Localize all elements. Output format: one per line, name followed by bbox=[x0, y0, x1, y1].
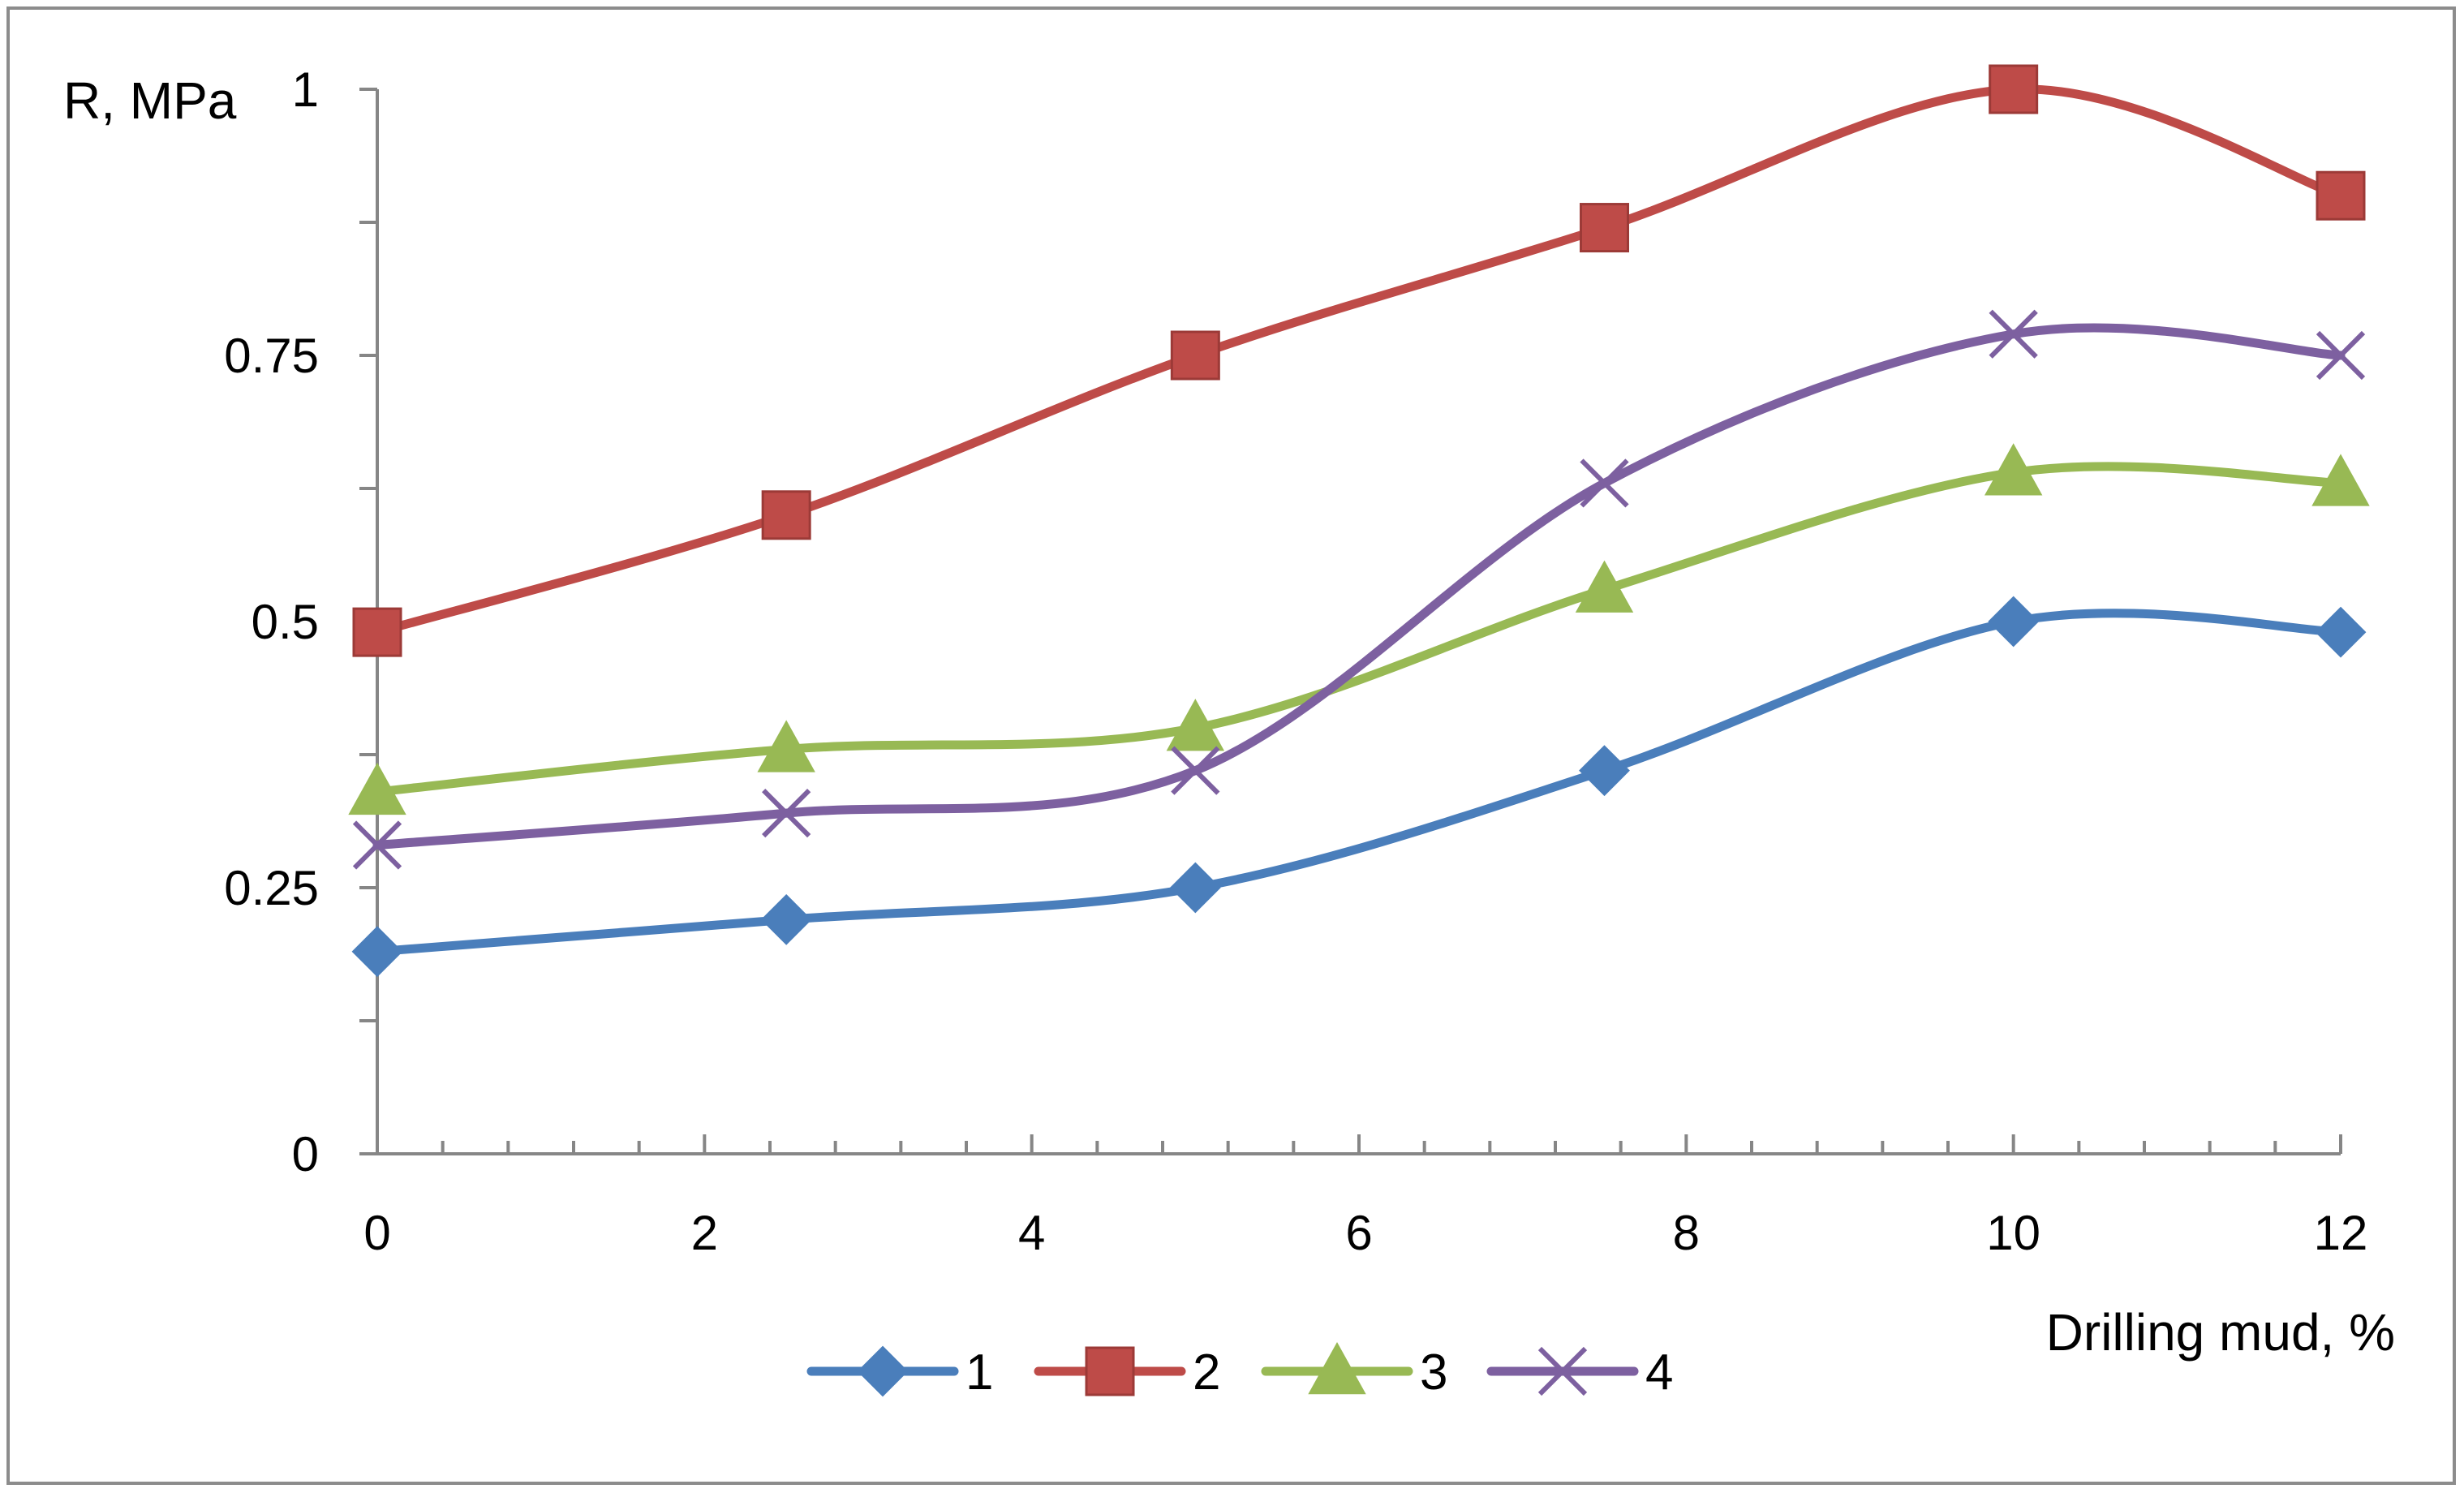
data-point bbox=[762, 789, 811, 838]
data-point bbox=[1575, 560, 1634, 613]
marker-stroke bbox=[1171, 746, 1220, 795]
data-point bbox=[2311, 454, 2370, 506]
legend-item-3: 3 bbox=[1261, 1341, 1447, 1400]
x-tick-label: 8 bbox=[1673, 1206, 1700, 1260]
legend-item-1: 1 bbox=[806, 1345, 993, 1400]
series-line bbox=[372, 609, 2346, 957]
legend-label: 4 bbox=[1645, 1345, 1673, 1400]
legend-marker bbox=[1085, 1346, 1135, 1396]
data-point bbox=[2316, 170, 2366, 221]
series-line bbox=[372, 462, 2346, 797]
marker-stroke bbox=[1580, 458, 1629, 508]
data-point bbox=[2315, 606, 2367, 658]
x-axis-title: Drilling mud, % bbox=[2046, 1303, 2395, 1362]
marker-stroke bbox=[2316, 330, 2366, 381]
legend-item-4: 4 bbox=[1486, 1345, 1673, 1400]
series-3 bbox=[348, 443, 2370, 815]
data-point bbox=[1170, 330, 1220, 381]
x-tick-label: 0 bbox=[363, 1206, 390, 1260]
series-2 bbox=[352, 64, 2366, 657]
data-point bbox=[348, 762, 406, 815]
x-tick-label: 4 bbox=[1018, 1206, 1045, 1260]
series-line bbox=[372, 84, 2346, 637]
data-point bbox=[2316, 330, 2366, 381]
marker-stroke bbox=[1989, 309, 2038, 359]
data-point bbox=[1989, 309, 2038, 359]
y-tick-label: 0.5 bbox=[252, 595, 319, 649]
legend-marker bbox=[1308, 1341, 1366, 1395]
x-tick-label: 6 bbox=[1345, 1206, 1372, 1260]
data-point bbox=[352, 820, 402, 870]
data-point bbox=[760, 893, 812, 945]
x-tick-label: 12 bbox=[2314, 1206, 2368, 1260]
x-tick-label: 2 bbox=[691, 1206, 718, 1260]
series-4 bbox=[352, 309, 2366, 870]
data-point bbox=[1580, 203, 1629, 253]
legend: 1 2 3 4 bbox=[806, 1341, 1673, 1400]
data-point bbox=[1984, 443, 2043, 496]
y-tick-label: 0 bbox=[292, 1127, 319, 1181]
series-1 bbox=[351, 596, 2367, 978]
y-tick-label: 0.25 bbox=[224, 861, 319, 915]
chart-frame bbox=[6, 6, 2456, 1485]
data-point bbox=[761, 490, 811, 540]
data-point bbox=[351, 926, 403, 978]
marker-stroke bbox=[352, 820, 402, 870]
data-point bbox=[1988, 596, 2040, 648]
data-point bbox=[1166, 699, 1225, 751]
legend-marker bbox=[857, 1345, 909, 1397]
series-layer bbox=[348, 64, 2370, 978]
x-tick-label: 10 bbox=[1986, 1206, 2040, 1260]
marker-stroke bbox=[1537, 1346, 1588, 1396]
legend-label: 2 bbox=[1193, 1345, 1220, 1400]
data-point bbox=[757, 720, 815, 772]
data-point bbox=[352, 607, 402, 657]
legend-item-2: 2 bbox=[1034, 1345, 1220, 1400]
marker-stroke bbox=[762, 789, 811, 838]
legend-marker bbox=[1537, 1346, 1588, 1396]
data-point bbox=[1579, 745, 1630, 797]
y-tick-label: 0.75 bbox=[224, 329, 319, 383]
data-point bbox=[1989, 64, 2039, 114]
legend-label: 1 bbox=[965, 1345, 993, 1400]
y-axis-title: R, MPa bbox=[63, 71, 237, 130]
data-point bbox=[1171, 746, 1220, 795]
data-point bbox=[1580, 458, 1629, 508]
y-tick-label: 1 bbox=[292, 62, 319, 117]
series-line bbox=[372, 323, 2346, 850]
legend-label: 3 bbox=[1420, 1345, 1447, 1400]
data-point bbox=[1169, 862, 1221, 914]
